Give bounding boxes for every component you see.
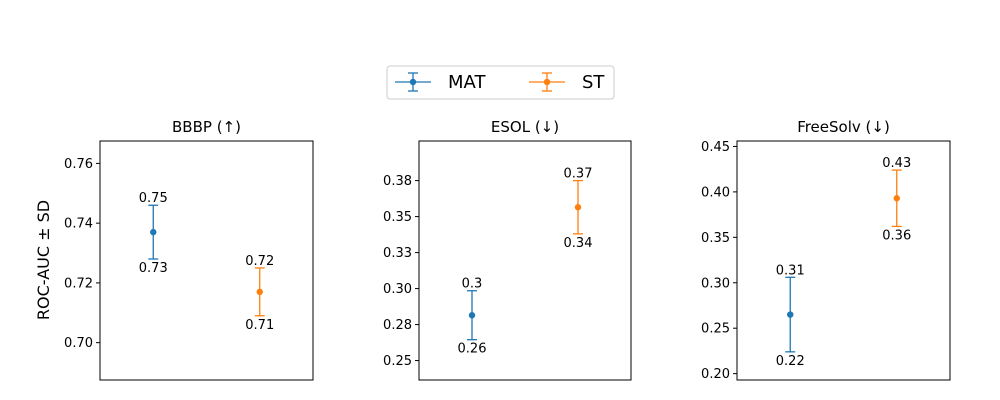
y-tick-label-bbbp: 0.76	[64, 157, 93, 172]
y-tick-label-freesolv: 0.20	[701, 367, 730, 382]
marker-freesolv-mat	[787, 311, 794, 318]
upper-label-bbbp-mat: 0.75	[139, 191, 168, 206]
marker-bbbp-st	[256, 288, 263, 296]
upper-label-bbbp-st: 0.72	[245, 254, 274, 269]
y-tick-label-freesolv: 0.25	[701, 322, 730, 337]
y-tick-label-freesolv: 0.35	[701, 231, 730, 246]
legend: MAT ST	[386, 65, 615, 100]
plot-frame-freesolv	[736, 140, 951, 381]
lower-label-freesolv-mat: 0.22	[776, 354, 805, 369]
y-tick-label-freesolv: 0.40	[701, 185, 730, 200]
y-tick-label-bbbp: 0.72	[64, 276, 93, 291]
y-tick-label-esol: 0.28	[383, 318, 412, 333]
lower-label-bbbp-mat: 0.73	[139, 261, 168, 276]
subplot-bbbp: BBBP (↑) 0.70 0.72 0.74 0.76 0.75 0.73 0.72 0.71	[64, 118, 314, 381]
legend-entry-st: ST	[529, 72, 605, 93]
lower-label-esol-st: 0.34	[564, 236, 593, 251]
y-tick-label-esol: 0.30	[383, 282, 412, 297]
subplot-freesolv: FreeSolv (↓) 0.20 0.25 0.30 0.35 0.40 0.45 0.31…	[701, 118, 951, 382]
upper-label-esol-st: 0.37	[564, 167, 593, 182]
plot-frame-esol	[418, 140, 632, 381]
subplot-title-freesolv: FreeSolv (↓)	[797, 118, 890, 136]
lower-label-bbbp-st: 0.71	[245, 318, 274, 333]
subplot-title-bbbp: BBBP (↑)	[172, 118, 241, 136]
y-tick-label-esol: 0.35	[383, 210, 412, 225]
legend-label-st: ST	[582, 72, 605, 93]
subplot-title-esol: ESOL (↓)	[491, 118, 559, 136]
y-tick-label-bbbp: 0.70	[64, 336, 93, 351]
y-tick-label-esol: 0.33	[383, 246, 412, 261]
y-tick-label-esol: 0.38	[383, 174, 412, 189]
y-tick-label-freesolv: 0.45	[701, 140, 730, 155]
upper-label-freesolv-st: 0.43	[882, 156, 911, 171]
lower-label-esol-mat: 0.26	[458, 342, 487, 357]
legend-mat-marker	[409, 78, 417, 86]
legend-st-marker	[543, 78, 551, 86]
marker-esol-mat	[468, 312, 476, 319]
lower-label-freesolv-st: 0.36	[882, 228, 911, 243]
marker-bbbp-mat	[150, 228, 157, 236]
marker-freesolv-st	[893, 195, 900, 202]
legend-label-mat: MAT	[448, 72, 486, 93]
subplot-esol: ESOL (↓) 0.25 0.28 0.30 0.33 0.35 0.38 0.3 0.26 0…	[383, 118, 632, 381]
y-tick-label-esol: 0.25	[383, 354, 412, 369]
legend-frame	[386, 65, 615, 100]
y-tick-label-bbbp: 0.74	[64, 217, 93, 232]
upper-label-esol-mat: 0.3	[462, 277, 483, 292]
y-axis-label: ROC-AUC ± SD	[34, 200, 53, 320]
upper-label-freesolv-mat: 0.31	[776, 263, 805, 278]
plot-frame-bbbp	[99, 140, 314, 381]
marker-esol-st	[574, 204, 582, 211]
y-tick-label-freesolv: 0.30	[701, 276, 730, 291]
legend-entry-mat: MAT	[395, 72, 486, 93]
